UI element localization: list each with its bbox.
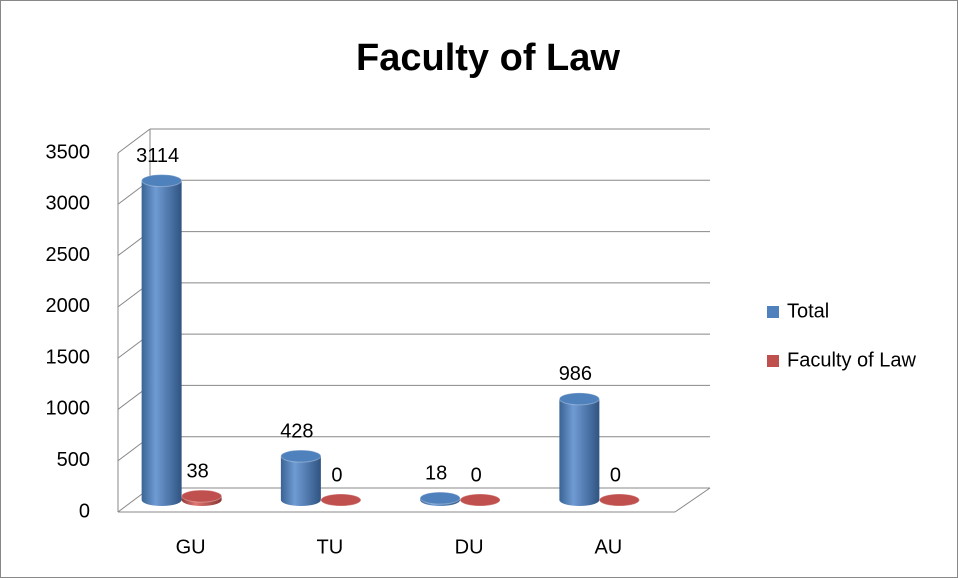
data-label: 38 xyxy=(187,460,209,482)
x-tick-label: DU xyxy=(455,536,484,558)
y-tick-label: 0 xyxy=(79,500,90,522)
y-tick-label: 3500 xyxy=(46,141,91,163)
chart-title: Faculty of Law xyxy=(356,37,620,79)
y-tick-label: 2500 xyxy=(46,244,91,266)
x-tick-label: AU xyxy=(594,536,622,558)
cylinder xyxy=(419,491,461,506)
cylinder-top xyxy=(598,493,640,507)
data-label: 428 xyxy=(280,420,313,442)
grid-line xyxy=(117,128,151,154)
data-label: 0 xyxy=(471,464,482,486)
y-tick-label: 3000 xyxy=(46,193,91,215)
data-label: 18 xyxy=(425,462,447,484)
cylinder-top xyxy=(181,489,223,503)
cylinder-top xyxy=(141,174,183,188)
y-tick-label: 2000 xyxy=(46,295,91,317)
y-tick-label: 500 xyxy=(57,449,90,471)
cylinder xyxy=(598,493,640,507)
legend-label: Faculty of Law xyxy=(787,349,917,371)
legend-swatch xyxy=(767,355,779,367)
y-tick-label: 1000 xyxy=(46,398,91,420)
data-label: 0 xyxy=(610,464,621,486)
cylinder xyxy=(280,449,322,506)
data-label: 986 xyxy=(559,363,592,385)
data-label: 3114 xyxy=(136,145,179,167)
cylinder-body xyxy=(280,456,321,506)
x-tick-label: GU xyxy=(176,536,206,558)
cylinder xyxy=(141,174,183,506)
cylinder-top xyxy=(320,493,362,507)
cylinder-body xyxy=(559,398,600,506)
x-tick-label: TU xyxy=(317,536,344,558)
cylinder-top xyxy=(558,392,600,406)
cylinder xyxy=(459,493,501,507)
legend-swatch xyxy=(767,306,779,318)
cylinder-body xyxy=(141,180,182,506)
legend-label: Total xyxy=(787,300,829,322)
cylinder xyxy=(320,493,362,507)
cylinder xyxy=(181,489,223,506)
cylinder-top xyxy=(280,449,322,463)
cylinder-top xyxy=(459,493,501,507)
y-tick-label: 1500 xyxy=(46,346,91,368)
floor-edge xyxy=(674,487,711,513)
cylinder-top xyxy=(419,491,461,505)
cylinder xyxy=(558,392,600,506)
data-label: 0 xyxy=(331,464,342,486)
